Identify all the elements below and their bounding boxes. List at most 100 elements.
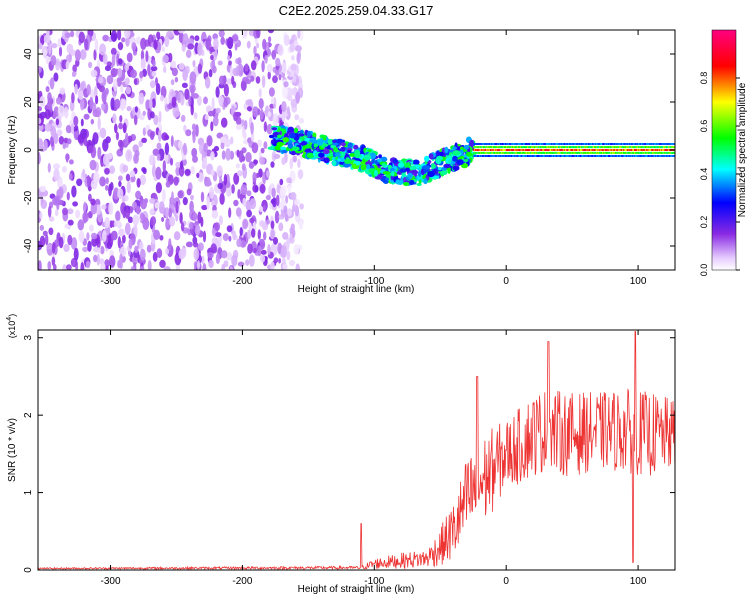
heatmap-cell — [488, 151, 490, 154]
heatmap-cell — [651, 149, 653, 151]
heatmap-cell — [489, 143, 491, 145]
heatmap-cell — [86, 175, 91, 188]
heatmap-cell — [476, 151, 478, 154]
heatmap-cell — [309, 137, 316, 143]
heatmap-cell — [500, 146, 502, 149]
heatmap-cell — [644, 155, 646, 157]
heatmap-cell — [555, 143, 557, 145]
heatmap-cell — [497, 151, 499, 154]
heatmap-cell — [475, 143, 477, 145]
heatmap-cell — [565, 146, 567, 149]
heatmap-cell — [508, 143, 510, 145]
heatmap-cell — [651, 143, 653, 145]
heatmap-cell — [624, 151, 626, 154]
heatmap-cell — [635, 149, 637, 151]
heatmap-cell — [87, 211, 93, 219]
heatmap-cell — [55, 58, 61, 71]
heatmap-cell — [512, 155, 514, 157]
heatmap-cell — [440, 169, 448, 176]
heatmap-cell — [68, 173, 73, 181]
heatmap-cell — [145, 50, 149, 62]
heatmap-cell — [485, 151, 488, 154]
heatmap-cell — [83, 137, 88, 147]
heatmap-cell — [242, 197, 247, 207]
heatmap-cell — [569, 151, 571, 154]
heatmap-cell — [299, 136, 303, 141]
heatmap-cell — [334, 152, 342, 157]
heatmap-cell — [613, 146, 615, 149]
heatmap-cell — [124, 77, 130, 86]
heatmap-cell — [599, 146, 601, 149]
heatmap-cell — [622, 146, 624, 149]
heatmap-cell — [663, 149, 666, 151]
heatmap-cell — [237, 63, 244, 77]
heatmap-cell — [595, 149, 597, 151]
heatmap-cell — [489, 151, 491, 154]
heatmap-cell — [573, 151, 575, 154]
heatmap-cell — [523, 149, 526, 151]
heatmap-cell — [526, 151, 528, 154]
heatmap-cell — [53, 263, 57, 270]
heatmap-cell — [210, 243, 217, 254]
heatmap-cell — [545, 151, 547, 154]
heatmap-cell — [277, 44, 284, 56]
heatmap-cell — [583, 155, 585, 157]
heatmap-cell — [645, 149, 647, 151]
heatmap-cell — [537, 151, 539, 154]
heatmap-cell — [663, 151, 666, 154]
heatmap-cell — [101, 230, 107, 242]
heatmap-cell — [591, 143, 594, 145]
heatmap-cell — [619, 155, 621, 157]
heatmap-cell — [511, 143, 513, 145]
heatmap-cell — [54, 195, 61, 206]
heatmap-cell — [611, 155, 613, 157]
heatmap-cell — [58, 136, 65, 145]
heatmap-cell — [553, 146, 556, 149]
heatmap-cell — [609, 149, 611, 151]
heatmap-cell — [271, 139, 275, 144]
heatmap-cell — [545, 149, 547, 151]
heatmap-cell — [538, 146, 541, 149]
heatmap-cell — [122, 164, 129, 173]
heatmap-cell — [493, 149, 495, 151]
heatmap-cell — [479, 146, 481, 149]
heatmap-cell — [624, 149, 626, 151]
heatmap-cell — [550, 149, 552, 151]
heatmap-cell — [556, 155, 558, 157]
heatmap-cell — [618, 155, 620, 157]
heatmap-cell — [487, 149, 489, 151]
heatmap-cell — [173, 176, 179, 186]
heatmap-cell — [244, 63, 249, 72]
heatmap-cell — [588, 155, 590, 157]
heatmap-cell — [187, 43, 195, 50]
heatmap-cell — [625, 149, 627, 151]
heatmap-cell — [665, 151, 667, 154]
heatmap-cell — [603, 149, 605, 151]
heatmap-cell — [609, 151, 611, 154]
heatmap-cell — [295, 45, 302, 52]
heatmap-cell — [138, 140, 143, 148]
heatmap-cell — [519, 146, 522, 149]
heatmap-cell — [112, 113, 117, 124]
heatmap-cell — [504, 155, 507, 157]
heatmap-cell — [545, 155, 547, 157]
heatmap-cell — [608, 143, 610, 145]
heatmap-cell — [480, 155, 482, 157]
heatmap-cell — [633, 143, 636, 145]
heatmap-cell — [636, 151, 638, 154]
heatmap-cell — [669, 143, 671, 145]
heatmap-cell — [97, 247, 101, 254]
heatmap-cell — [61, 166, 67, 173]
heatmap-cell — [548, 155, 550, 157]
heatmap-cell — [290, 192, 297, 201]
heatmap-cell — [642, 151, 644, 154]
heatmap-cell — [191, 147, 198, 158]
heatmap-cell — [663, 146, 666, 149]
heatmap-cell — [193, 112, 198, 120]
x-tick-label: -300 — [101, 276, 121, 287]
heatmap-cell — [271, 127, 278, 131]
heatmap-cell — [551, 155, 553, 157]
heatmap-cell — [534, 146, 537, 149]
heatmap-cell — [535, 155, 537, 157]
heatmap-cell — [595, 151, 597, 154]
